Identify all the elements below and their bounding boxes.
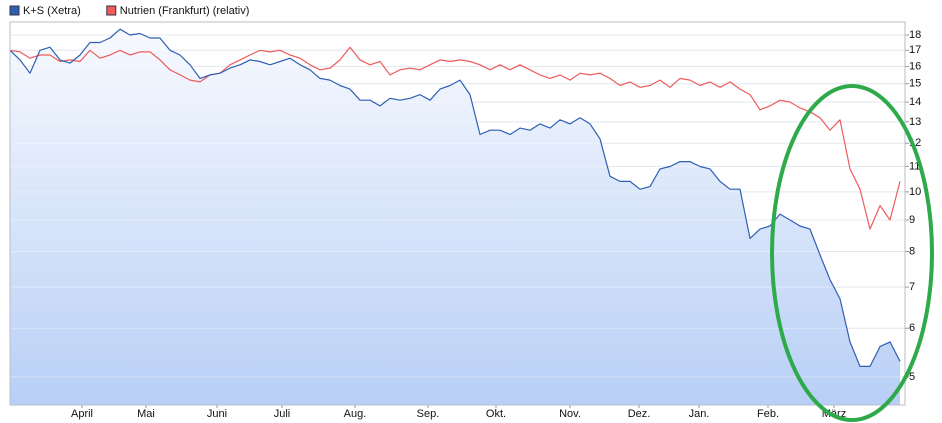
legend-swatch: [106, 5, 117, 16]
plot-border: [9, 21, 906, 406]
legend-label: K+S (Xetra): [23, 5, 81, 17]
y-tick-label: 10: [909, 186, 921, 198]
x-tick-label: Nov.: [559, 408, 581, 420]
x-tick-label: Feb.: [757, 408, 779, 420]
x-tick-label: Mai: [137, 408, 155, 420]
line: [9, 28, 901, 367]
y-tick-label: 6: [909, 322, 915, 334]
y-tick-label: 16: [909, 60, 921, 72]
y-tick-label: 17: [909, 44, 921, 56]
y-tick-label: 15: [909, 78, 921, 90]
y-tick-label: 11: [909, 160, 920, 172]
line: [9, 46, 901, 230]
y-tick-label: 18: [909, 29, 921, 41]
highlight-ellipse: [770, 84, 934, 422]
legend-label: Nutrien (Frankfurt) (relativ): [120, 5, 250, 17]
x-tick-label: Okt.: [486, 408, 506, 420]
y-tick-label: 5: [909, 371, 915, 383]
area: [10, 29, 900, 405]
y-tick-label: 13: [909, 116, 921, 128]
x-tick-label: Juli: [274, 408, 291, 420]
y-tick-label: 9: [909, 214, 915, 226]
legend-swatch: [9, 5, 20, 16]
y-tick-label: 7: [909, 281, 915, 293]
x-tick-label: Dez.: [628, 408, 651, 420]
x-tick-label: April: [71, 408, 93, 420]
x-tick-label: Juni: [207, 408, 227, 420]
x-tick-label: Sep.: [417, 408, 440, 420]
y-tick-label: 8: [909, 245, 915, 257]
y-tick-label: 14: [909, 96, 921, 108]
x-tick-label: Jan.: [689, 408, 710, 420]
x-tick-label: Aug.: [344, 408, 367, 420]
